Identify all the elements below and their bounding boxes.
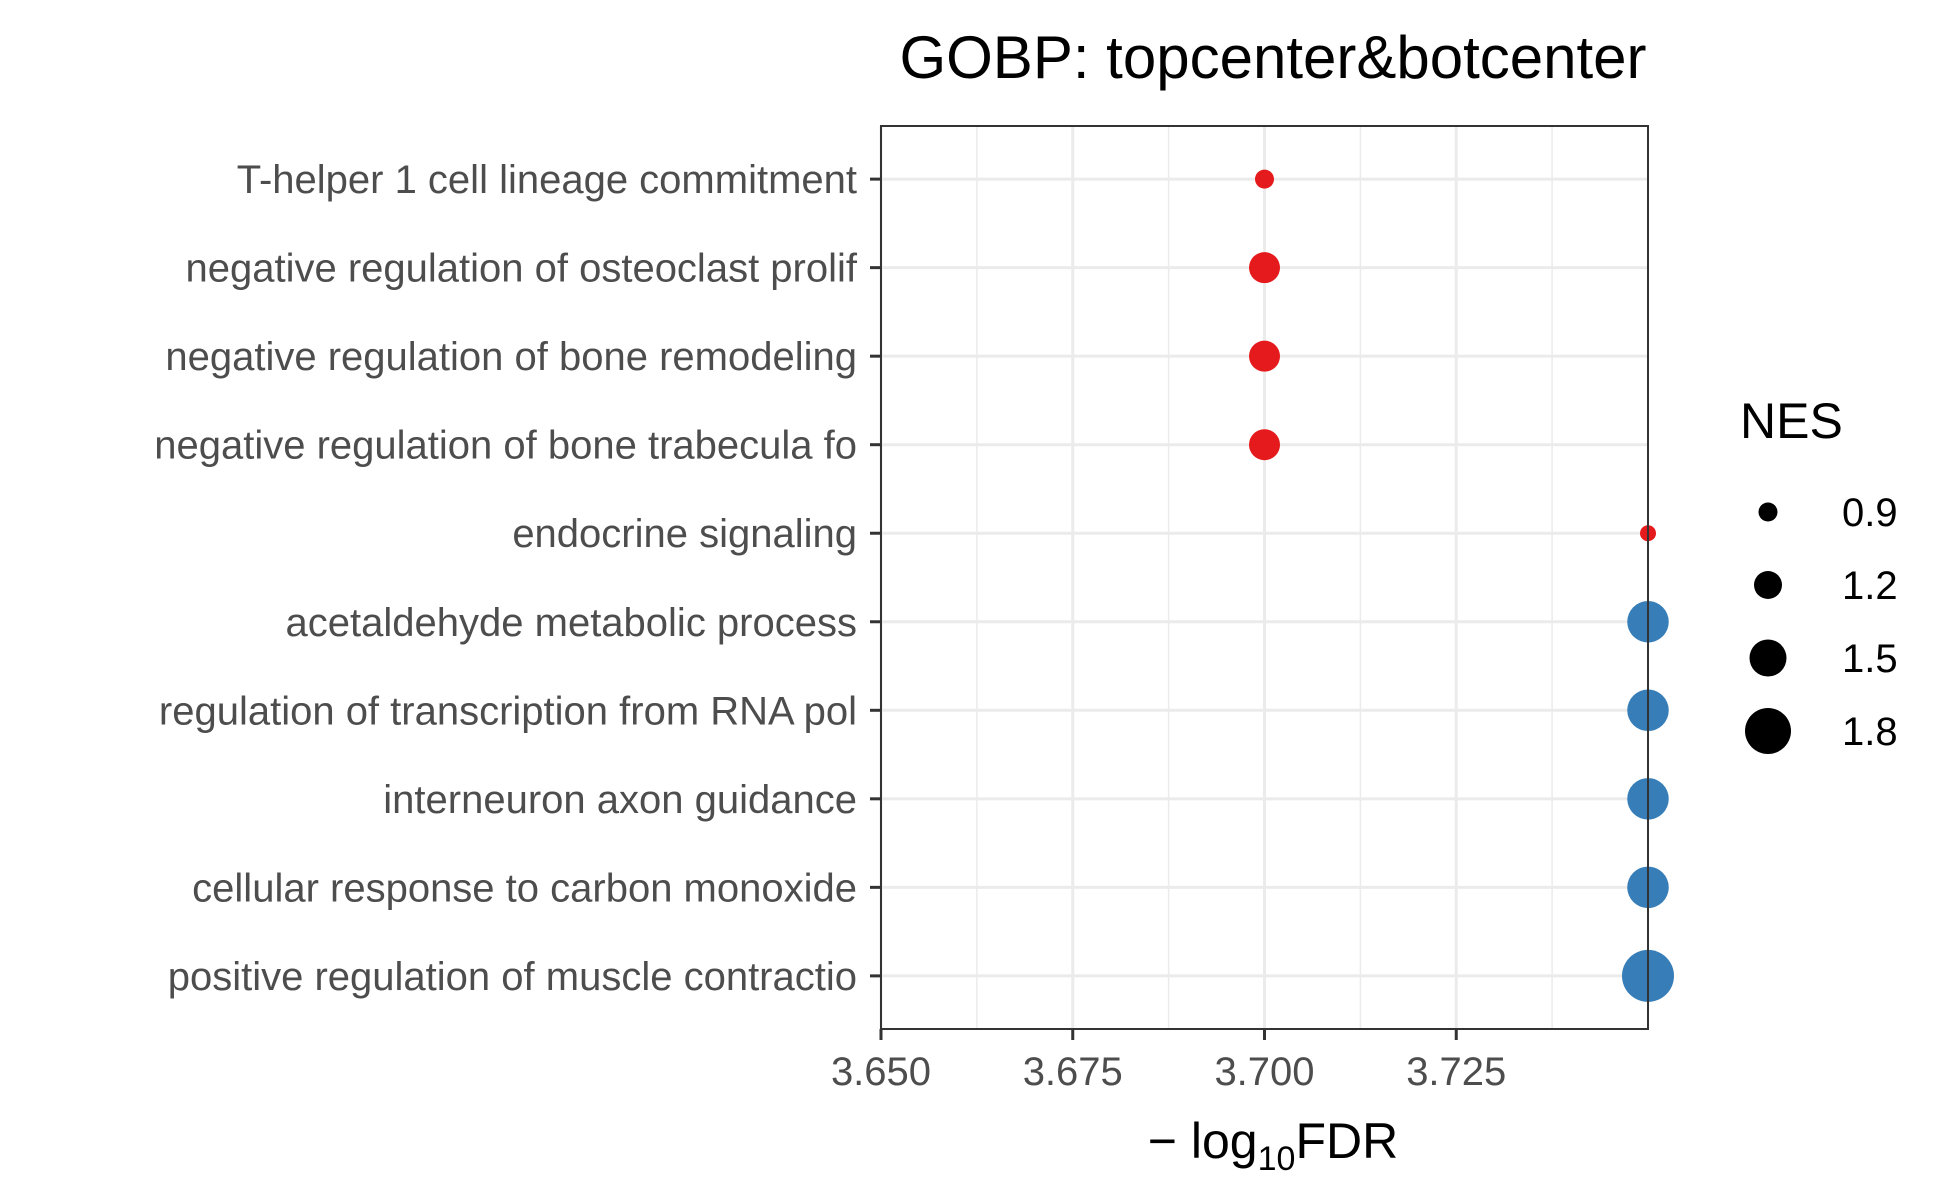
legend-items: 0.9 1.2 1.5 1.8	[1745, 491, 1898, 754]
legend-label: 1.8	[1842, 710, 1898, 754]
x-tick-label: 3.700	[1214, 1050, 1314, 1094]
legend: NES 0.9 1.2 1.5 1.8	[1740, 393, 1898, 754]
y-tick-label: negative regulation of bone trabecula fo	[154, 424, 857, 468]
x-tick-label: 3.675	[1023, 1050, 1123, 1094]
x-axis-title-subscript: 10	[1258, 1140, 1296, 1178]
legend-label: 1.5	[1842, 637, 1898, 681]
plot-panel	[879, 125, 1674, 1030]
legend-label: 0.9	[1842, 491, 1898, 535]
y-axis: T-helper 1 cell lineage commitment negati…	[154, 158, 881, 999]
legend-title: NES	[1740, 393, 1843, 449]
legend-key	[1754, 571, 1782, 599]
x-tick-label: 3.725	[1406, 1050, 1506, 1094]
y-tick-label: T-helper 1 cell lineage commitment	[237, 158, 857, 202]
chart-title: GOBP: topcenter&botcenter	[899, 24, 1646, 91]
x-axis-title-prefix: − log	[1148, 1113, 1258, 1169]
x-axis-title: − log10FDR	[1148, 1113, 1398, 1178]
x-axis-title-suffix: FDR	[1295, 1113, 1398, 1169]
legend-key	[1745, 708, 1791, 754]
y-tick-label: negative regulation of osteoclast prolif	[185, 247, 857, 291]
y-tick-label: endocrine signaling	[512, 512, 857, 556]
data-point	[1249, 340, 1280, 372]
data-point	[1255, 169, 1274, 189]
y-tick-label: positive regulation of muscle contractio	[168, 955, 857, 999]
x-axis: 3.650 3.675 3.700 3.725	[831, 1029, 1506, 1094]
x-tick-label: 3.650	[831, 1050, 931, 1094]
legend-label: 1.2	[1842, 564, 1898, 608]
grid-minor	[976, 126, 1553, 1029]
data-point	[1249, 429, 1280, 461]
y-tick-label: cellular response to carbon monoxide	[192, 866, 857, 910]
legend-key	[1749, 639, 1787, 677]
y-tick-label: interneuron axon guidance	[383, 778, 857, 822]
data-point	[1249, 252, 1280, 284]
y-tick-label: negative regulation of bone remodeling	[165, 335, 857, 379]
y-tick-label: acetaldehyde metabolic process	[286, 601, 857, 645]
y-tick-label: regulation of transcription from RNA pol	[159, 689, 857, 733]
legend-key	[1758, 502, 1778, 522]
